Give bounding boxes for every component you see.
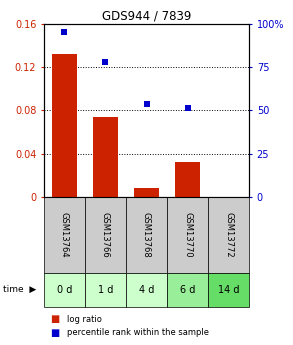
Bar <box>85 197 126 273</box>
Bar <box>44 273 85 307</box>
Text: percentile rank within the sample: percentile rank within the sample <box>67 328 209 337</box>
Text: 6 d: 6 d <box>180 285 195 295</box>
Bar <box>208 197 249 273</box>
Bar <box>134 188 159 197</box>
Text: GSM13772: GSM13772 <box>224 212 233 257</box>
Bar <box>52 54 77 197</box>
Text: GSM13770: GSM13770 <box>183 212 192 257</box>
Text: log ratio: log ratio <box>67 315 102 324</box>
Bar <box>167 197 208 273</box>
Text: ■: ■ <box>50 314 59 324</box>
Bar <box>126 197 167 273</box>
Bar <box>175 162 200 197</box>
Bar <box>85 273 126 307</box>
Bar <box>167 273 208 307</box>
Bar <box>93 117 118 197</box>
Text: 4 d: 4 d <box>139 285 154 295</box>
Bar <box>126 273 167 307</box>
Text: time  ▶: time ▶ <box>3 285 36 294</box>
Text: 1 d: 1 d <box>98 285 113 295</box>
Text: 0 d: 0 d <box>57 285 72 295</box>
Text: ■: ■ <box>50 328 59 338</box>
Text: GSM13766: GSM13766 <box>101 212 110 257</box>
Text: GSM13768: GSM13768 <box>142 212 151 257</box>
Bar <box>208 273 249 307</box>
Title: GDS944 / 7839: GDS944 / 7839 <box>102 10 191 23</box>
Text: 14 d: 14 d <box>218 285 239 295</box>
Bar <box>44 197 85 273</box>
Text: GSM13764: GSM13764 <box>60 212 69 257</box>
